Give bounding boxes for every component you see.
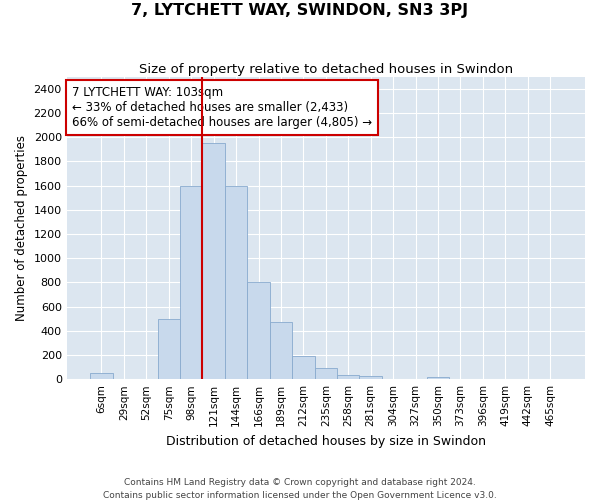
Bar [247, 282, 270, 379]
Bar [202, 143, 225, 379]
Title: Size of property relative to detached houses in Swindon: Size of property relative to detached ho… [139, 62, 513, 76]
Bar [359, 376, 382, 379]
Bar [292, 356, 314, 379]
Bar [225, 186, 247, 379]
Y-axis label: Number of detached properties: Number of detached properties [15, 135, 28, 321]
X-axis label: Distribution of detached houses by size in Swindon: Distribution of detached houses by size … [166, 434, 486, 448]
Text: 7, LYTCHETT WAY, SWINDON, SN3 3PJ: 7, LYTCHETT WAY, SWINDON, SN3 3PJ [131, 2, 469, 18]
Bar [314, 368, 337, 379]
Bar [158, 318, 180, 379]
Bar [427, 377, 449, 379]
Bar [180, 186, 202, 379]
Bar [270, 322, 292, 379]
Bar [337, 375, 359, 379]
Bar [90, 373, 113, 379]
Text: 7 LYTCHETT WAY: 103sqm
← 33% of detached houses are smaller (2,433)
66% of semi-: 7 LYTCHETT WAY: 103sqm ← 33% of detached… [72, 86, 372, 128]
Text: Contains HM Land Registry data © Crown copyright and database right 2024.
Contai: Contains HM Land Registry data © Crown c… [103, 478, 497, 500]
